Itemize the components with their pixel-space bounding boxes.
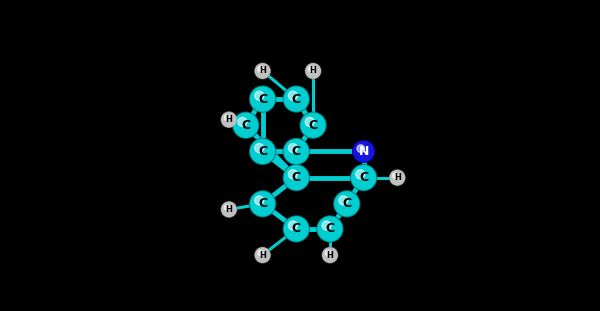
Circle shape: [224, 205, 230, 210]
Circle shape: [325, 250, 331, 256]
Circle shape: [254, 196, 264, 205]
Circle shape: [305, 63, 321, 79]
Text: C: C: [258, 93, 267, 105]
Circle shape: [300, 112, 326, 138]
Text: C: C: [258, 145, 267, 158]
Text: C: C: [241, 119, 250, 132]
Text: H: H: [226, 115, 232, 124]
Text: C: C: [325, 222, 335, 235]
Circle shape: [289, 170, 298, 179]
Circle shape: [323, 248, 337, 262]
Circle shape: [224, 115, 230, 120]
Circle shape: [222, 202, 236, 216]
Text: C: C: [359, 171, 368, 184]
Circle shape: [234, 113, 258, 137]
Text: H: H: [310, 67, 317, 76]
Circle shape: [255, 248, 270, 263]
Text: H: H: [259, 67, 266, 76]
Circle shape: [352, 166, 376, 190]
Circle shape: [353, 141, 374, 161]
Text: C: C: [258, 197, 267, 210]
Circle shape: [289, 221, 298, 230]
Circle shape: [305, 117, 314, 127]
Circle shape: [356, 170, 365, 179]
Circle shape: [258, 66, 263, 72]
Text: C: C: [292, 93, 301, 105]
Circle shape: [308, 66, 314, 72]
Circle shape: [221, 202, 236, 217]
Text: H: H: [326, 251, 334, 260]
Circle shape: [238, 117, 247, 127]
Circle shape: [334, 191, 360, 217]
Circle shape: [254, 91, 264, 100]
Circle shape: [284, 139, 308, 163]
Circle shape: [284, 87, 308, 111]
Circle shape: [289, 144, 298, 153]
Circle shape: [390, 170, 404, 185]
Circle shape: [256, 248, 270, 262]
Circle shape: [339, 196, 348, 205]
Circle shape: [289, 91, 298, 100]
Circle shape: [318, 217, 342, 241]
Text: C: C: [292, 222, 301, 235]
Circle shape: [250, 191, 275, 217]
Circle shape: [357, 145, 365, 152]
Circle shape: [283, 216, 309, 242]
Circle shape: [250, 138, 275, 165]
Circle shape: [306, 64, 320, 78]
Circle shape: [301, 113, 325, 137]
Text: C: C: [292, 171, 301, 184]
Circle shape: [284, 217, 308, 241]
Circle shape: [283, 165, 309, 191]
Text: N: N: [358, 145, 369, 158]
Text: H: H: [226, 205, 232, 214]
Circle shape: [255, 63, 270, 79]
Text: C: C: [342, 197, 352, 210]
Text: C: C: [308, 119, 317, 132]
Circle shape: [251, 192, 275, 216]
Circle shape: [350, 165, 377, 191]
Circle shape: [258, 250, 263, 256]
Circle shape: [250, 86, 275, 112]
Circle shape: [254, 144, 264, 153]
Circle shape: [256, 64, 270, 78]
Circle shape: [283, 86, 309, 112]
Circle shape: [283, 138, 309, 165]
Circle shape: [222, 113, 236, 127]
Circle shape: [251, 139, 275, 163]
Circle shape: [389, 170, 405, 185]
Circle shape: [392, 173, 398, 178]
Text: C: C: [292, 145, 301, 158]
Circle shape: [353, 141, 374, 162]
Circle shape: [233, 112, 259, 138]
Circle shape: [251, 87, 275, 111]
Text: H: H: [394, 173, 401, 182]
Circle shape: [284, 166, 308, 190]
Circle shape: [221, 112, 236, 127]
Circle shape: [317, 216, 343, 242]
Circle shape: [335, 192, 359, 216]
Circle shape: [322, 221, 331, 230]
Circle shape: [322, 248, 338, 263]
Text: H: H: [259, 251, 266, 260]
